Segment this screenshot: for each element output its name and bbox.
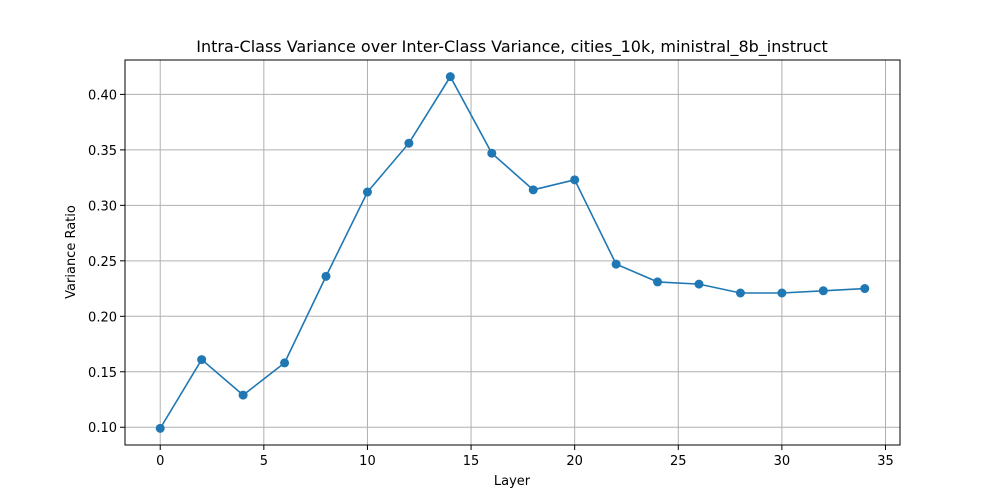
chart-title: Intra-Class Variance over Inter-Class Va… bbox=[196, 37, 828, 57]
data-point bbox=[528, 185, 538, 195]
y-tick-label: 0.30 bbox=[88, 199, 117, 214]
data-point bbox=[280, 358, 290, 368]
x-tick-label: 10 bbox=[359, 454, 376, 469]
data-point bbox=[197, 355, 207, 365]
y-tick-label: 0.35 bbox=[88, 144, 117, 159]
data-point bbox=[404, 138, 414, 148]
series-line bbox=[159, 75, 865, 429]
ticks: 0 5 10 15 20 25 30 35 0.10 0.15 0.20 0.25 0.30 0.35 0.… bbox=[88, 88, 894, 469]
plot-frame bbox=[124, 59, 901, 446]
data-point bbox=[321, 271, 331, 281]
x-tick-label: 5 bbox=[260, 454, 268, 469]
y-axis-label: Variance Ratio bbox=[64, 205, 79, 299]
x-tick-label: 15 bbox=[463, 454, 480, 469]
data-point bbox=[445, 72, 455, 82]
y-tick-label: 0.15 bbox=[88, 366, 117, 381]
data-point bbox=[238, 390, 248, 400]
x-tick-label: 25 bbox=[670, 454, 687, 469]
x-tick-label: 35 bbox=[877, 454, 894, 469]
y-tick-label: 0.25 bbox=[88, 255, 117, 270]
x-tick-label: 30 bbox=[774, 454, 791, 469]
x-axis-label: Layer bbox=[494, 474, 531, 489]
data-point bbox=[818, 286, 828, 296]
data-point bbox=[777, 288, 787, 298]
data-point bbox=[653, 277, 663, 287]
y-tick-label: 0.20 bbox=[88, 310, 117, 325]
data-point bbox=[155, 423, 165, 433]
x-tick-label: 0 bbox=[156, 454, 164, 469]
data-point bbox=[611, 259, 621, 269]
data-point bbox=[735, 288, 745, 298]
data-point bbox=[570, 175, 580, 185]
series bbox=[155, 72, 870, 433]
data-point bbox=[694, 279, 704, 289]
data-point bbox=[362, 187, 372, 197]
x-tick-label: 20 bbox=[566, 454, 583, 469]
data-point bbox=[860, 284, 870, 294]
data-point bbox=[487, 148, 497, 158]
grid bbox=[125, 60, 900, 445]
y-tick-label: 0.10 bbox=[88, 421, 117, 436]
y-tick-label: 0.40 bbox=[88, 88, 117, 103]
